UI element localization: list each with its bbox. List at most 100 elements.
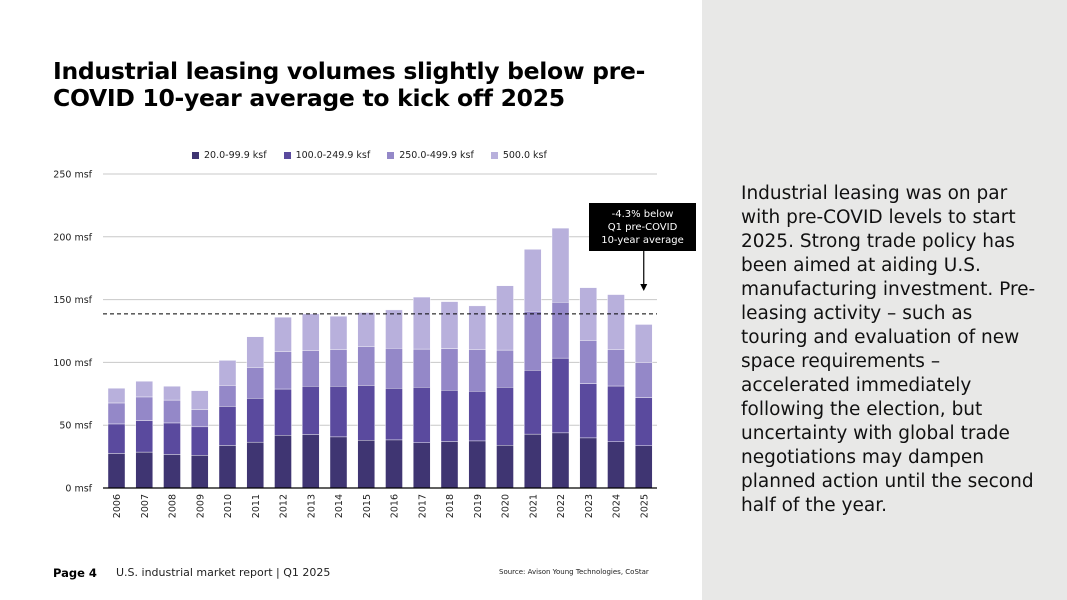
bar-segment <box>635 362 653 398</box>
chart-legend: 20.0-99.9 ksf 100.0-249.9 ksf 250.0-499.9 … <box>192 150 564 161</box>
bar-segment <box>246 367 264 399</box>
y-tick-label: 50 msf <box>59 421 92 432</box>
bar-segment <box>163 454 181 489</box>
bar-segment <box>218 385 237 407</box>
bar-segment <box>107 423 126 454</box>
bar-segment <box>246 398 264 443</box>
x-tick-label: 2021 <box>528 494 539 518</box>
legend-item: 20.0-99.9 ksf <box>192 150 267 161</box>
bar-segment <box>163 386 181 401</box>
x-tick-label: 2010 <box>223 494 234 518</box>
x-tick-label: 2022 <box>556 494 567 518</box>
x-tick-label: 2019 <box>473 494 484 518</box>
bar-segment <box>163 399 181 424</box>
bar-segment <box>191 409 209 428</box>
legend-swatch <box>192 152 199 159</box>
x-tick-label: 2011 <box>251 494 262 518</box>
bar-segment <box>246 441 264 489</box>
bar-segment <box>607 441 625 489</box>
annotation-text: 10-year average <box>601 235 684 246</box>
y-tick-label: 150 msf <box>53 295 92 306</box>
legend-label: 250.0-499.9 ksf <box>399 150 474 161</box>
annotation-arrow-head <box>640 284 648 291</box>
bar-segment <box>329 386 348 438</box>
bar-segment <box>191 426 209 456</box>
bar-segment <box>524 311 542 371</box>
bar-segment <box>413 296 431 350</box>
x-tick-label: 2023 <box>584 494 595 518</box>
bar-segment <box>468 305 486 350</box>
annotation-box <box>589 203 696 251</box>
commentary-panel <box>702 0 1067 600</box>
stacked-bar-chart: 0 msf 50 msf 100 msf 150 msf 200 msf 250 msf 2… <box>53 170 696 518</box>
bar-segment <box>524 370 542 435</box>
bar-segment <box>635 445 653 489</box>
x-tick-label: 2018 <box>445 494 456 518</box>
legend-swatch <box>490 152 498 159</box>
bar-segment <box>551 302 570 359</box>
bar-segment <box>302 434 320 489</box>
x-tick-label: 2020 <box>501 494 512 518</box>
bar-segment <box>135 396 153 421</box>
bar-segment <box>218 445 237 489</box>
bar-segment <box>385 309 403 349</box>
bar-segment <box>468 440 486 489</box>
bar-segment <box>496 387 514 446</box>
y-tick-label: 0 msf <box>65 484 92 495</box>
legend-item: 250.0-499.9 ksf <box>387 150 474 161</box>
bar-segment <box>274 388 292 436</box>
bar-segment <box>496 349 514 388</box>
bar-segment <box>607 385 625 442</box>
bar-segment <box>274 435 292 489</box>
bar-segment <box>468 349 486 392</box>
x-tick-label: 2008 <box>168 494 179 518</box>
bar-segment <box>551 432 570 489</box>
bar-segment <box>440 301 459 349</box>
legend-item: 100.0-249.9 ksf <box>283 150 371 161</box>
x-tick-label: 2012 <box>279 494 290 518</box>
bar-segment <box>191 455 209 489</box>
y-tick-label: 200 msf <box>53 232 92 243</box>
legend-label: 100.0-249.9 ksf <box>295 150 371 161</box>
bar-segment <box>302 313 320 351</box>
bar-segment <box>135 420 153 453</box>
bar-segment <box>135 381 153 398</box>
bar-segment <box>246 336 264 368</box>
bar-segment <box>329 349 348 387</box>
page-title: Industrial leasing volumes slightly belo… <box>53 57 646 112</box>
x-tick-label: 2017 <box>417 494 428 518</box>
legend-label: 20.0-99.9 ksf <box>204 150 267 161</box>
x-tick-label: 2007 <box>140 494 151 518</box>
bar-segment <box>579 437 597 489</box>
bar-segment <box>274 351 292 390</box>
legend-item: 500.0 ksf <box>490 150 547 161</box>
bar-segment <box>551 227 570 303</box>
report-name: U.S. industrial market report | Q1 2025 <box>116 566 331 579</box>
bar-segment <box>440 390 459 442</box>
bar-segment <box>274 316 292 352</box>
bar-segment <box>579 340 597 384</box>
bar-segment <box>413 348 431 388</box>
x-tick-label: 2014 <box>334 494 345 518</box>
bar-segment <box>607 349 625 387</box>
bar-segment <box>357 312 375 347</box>
x-tick-label: 2024 <box>612 494 623 518</box>
x-tick-label: 2006 <box>112 494 123 518</box>
bar-segment <box>440 441 459 489</box>
x-tick-label: 2016 <box>390 494 401 518</box>
bar-segment <box>357 385 375 441</box>
bar-segment <box>524 249 542 312</box>
page-number: Page 4 <box>53 566 97 580</box>
bar-segment <box>302 350 320 387</box>
bar-segment <box>329 315 348 350</box>
legend-swatch <box>283 152 291 159</box>
bar-segment <box>635 397 653 446</box>
x-tick-label: 2013 <box>306 494 317 518</box>
bar-segment <box>357 440 375 489</box>
bar-segment <box>635 324 653 363</box>
bar-segment <box>191 390 209 410</box>
bar-segment <box>107 388 126 404</box>
bar-segment <box>468 391 486 442</box>
bar-segment <box>218 406 237 446</box>
bar-segment <box>440 348 459 391</box>
